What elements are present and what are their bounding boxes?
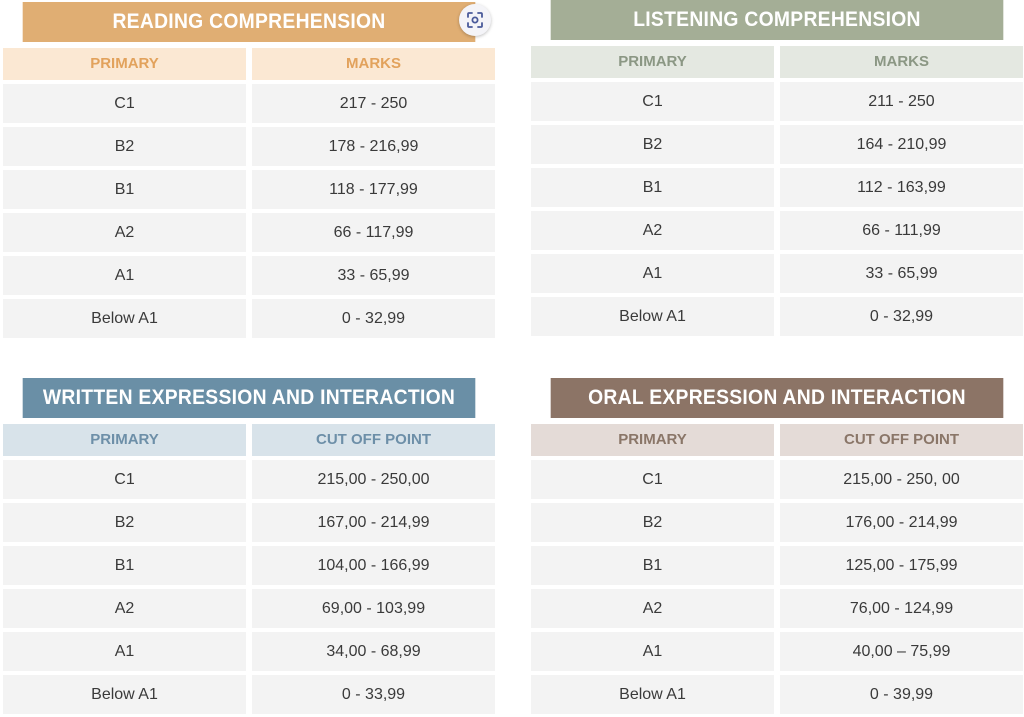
table-title: LISTENING COMPREHENSION (550, 0, 1004, 40)
listening-comprehension-table: LISTENING COMPREHENSION PRIMARY MARKS C1… (531, 0, 1023, 336)
level-cell: B2 (3, 127, 246, 166)
table-row: B1 118 - 177,99 (3, 170, 495, 209)
column-header-cut-off-point: CUT OFF POINT (780, 424, 1023, 456)
range-cell: 112 - 163,99 (780, 168, 1023, 207)
table-row: Below A1 0 - 33,99 (3, 675, 495, 714)
level-cell: A1 (531, 632, 774, 671)
range-cell: 178 - 216,99 (252, 127, 495, 166)
table-row: A1 40,00 – 75,99 (531, 632, 1023, 671)
table-title: ORAL EXPRESSION AND INTERACTION (550, 378, 1004, 418)
table-row: C1 215,00 - 250, 00 (531, 460, 1023, 499)
range-cell: 0 - 32,99 (780, 297, 1023, 336)
range-cell: 66 - 111,99 (780, 211, 1023, 250)
range-cell: 69,00 - 103,99 (252, 589, 495, 628)
range-cell: 217 - 250 (252, 84, 495, 123)
table-row: A1 34,00 - 68,99 (3, 632, 495, 671)
range-cell: 40,00 – 75,99 (780, 632, 1023, 671)
table-row: B1 125,00 - 175,99 (531, 546, 1023, 585)
written-expression-table: WRITTEN EXPRESSION AND INTERACTION PRIMA… (3, 378, 495, 714)
level-cell: B2 (531, 503, 774, 542)
range-cell: 0 - 32,99 (252, 299, 495, 338)
google-lens-icon (467, 12, 483, 28)
level-cell: A2 (531, 211, 774, 250)
level-cell: A1 (531, 254, 774, 293)
column-header-primary: PRIMARY (531, 424, 774, 456)
table-row: B2 164 - 210,99 (531, 125, 1023, 164)
range-cell: 215,00 - 250,00 (252, 460, 495, 499)
table-row: A1 33 - 65,99 (3, 256, 495, 295)
column-header-primary: PRIMARY (3, 48, 246, 80)
level-cell: Below A1 (3, 299, 246, 338)
column-header-primary: PRIMARY (531, 46, 774, 78)
table-row: C1 215,00 - 250,00 (3, 460, 495, 499)
table-row: A2 66 - 117,99 (3, 213, 495, 252)
table-row: B2 167,00 - 214,99 (3, 503, 495, 542)
table-row: C1 211 - 250 (531, 82, 1023, 121)
column-header-primary: PRIMARY (3, 424, 246, 456)
range-cell: 215,00 - 250, 00 (780, 460, 1023, 499)
level-cell: B1 (3, 170, 246, 209)
level-cell: A2 (531, 589, 774, 628)
table-row: C1 217 - 250 (3, 84, 495, 123)
range-cell: 211 - 250 (780, 82, 1023, 121)
oral-expression-table: ORAL EXPRESSION AND INTERACTION PRIMARY … (531, 378, 1023, 714)
level-cell: C1 (3, 84, 246, 123)
level-cell: B2 (531, 125, 774, 164)
range-cell: 164 - 210,99 (780, 125, 1023, 164)
range-cell: 0 - 33,99 (252, 675, 495, 714)
google-lens-button[interactable] (459, 4, 491, 36)
level-cell: B2 (3, 503, 246, 542)
level-cell: B1 (3, 546, 246, 585)
level-cell: C1 (3, 460, 246, 499)
table-row: B2 176,00 - 214,99 (531, 503, 1023, 542)
table-title: READING COMPREHENSION (22, 2, 476, 42)
table-row: A2 69,00 - 103,99 (3, 589, 495, 628)
level-cell: Below A1 (531, 297, 774, 336)
range-cell: 104,00 - 166,99 (252, 546, 495, 585)
reading-comprehension-table: READING COMPREHENSION PRIMARY MARKS C1 21… (3, 2, 495, 338)
range-cell: 66 - 117,99 (252, 213, 495, 252)
level-cell: A2 (3, 213, 246, 252)
level-cell: B1 (531, 546, 774, 585)
range-cell: 118 - 177,99 (252, 170, 495, 209)
range-cell: 76,00 - 124,99 (780, 589, 1023, 628)
level-cell: A2 (3, 589, 246, 628)
range-cell: 125,00 - 175,99 (780, 546, 1023, 585)
table-title: WRITTEN EXPRESSION AND INTERACTION (22, 378, 476, 418)
table-row: B1 112 - 163,99 (531, 168, 1023, 207)
table-row: A1 33 - 65,99 (531, 254, 1023, 293)
level-cell: A1 (3, 632, 246, 671)
range-cell: 33 - 65,99 (780, 254, 1023, 293)
range-cell: 0 - 39,99 (780, 675, 1023, 714)
range-cell: 167,00 - 214,99 (252, 503, 495, 542)
column-header-cut-off-point: CUT OFF POINT (252, 424, 495, 456)
range-cell: 176,00 - 214,99 (780, 503, 1023, 542)
level-cell: C1 (531, 460, 774, 499)
table-row: A2 66 - 111,99 (531, 211, 1023, 250)
range-cell: 34,00 - 68,99 (252, 632, 495, 671)
range-cell: 33 - 65,99 (252, 256, 495, 295)
column-header-marks: MARKS (780, 46, 1023, 78)
level-cell: C1 (531, 82, 774, 121)
level-cell: Below A1 (3, 675, 246, 714)
level-cell: A1 (3, 256, 246, 295)
table-row: A2 76,00 - 124,99 (531, 589, 1023, 628)
table-row: Below A1 0 - 39,99 (531, 675, 1023, 714)
table-row: B2 178 - 216,99 (3, 127, 495, 166)
level-cell: B1 (531, 168, 774, 207)
table-row: Below A1 0 - 32,99 (531, 297, 1023, 336)
column-header-marks: MARKS (252, 48, 495, 80)
table-row: B1 104,00 - 166,99 (3, 546, 495, 585)
level-cell: Below A1 (531, 675, 774, 714)
table-row: Below A1 0 - 32,99 (3, 299, 495, 338)
